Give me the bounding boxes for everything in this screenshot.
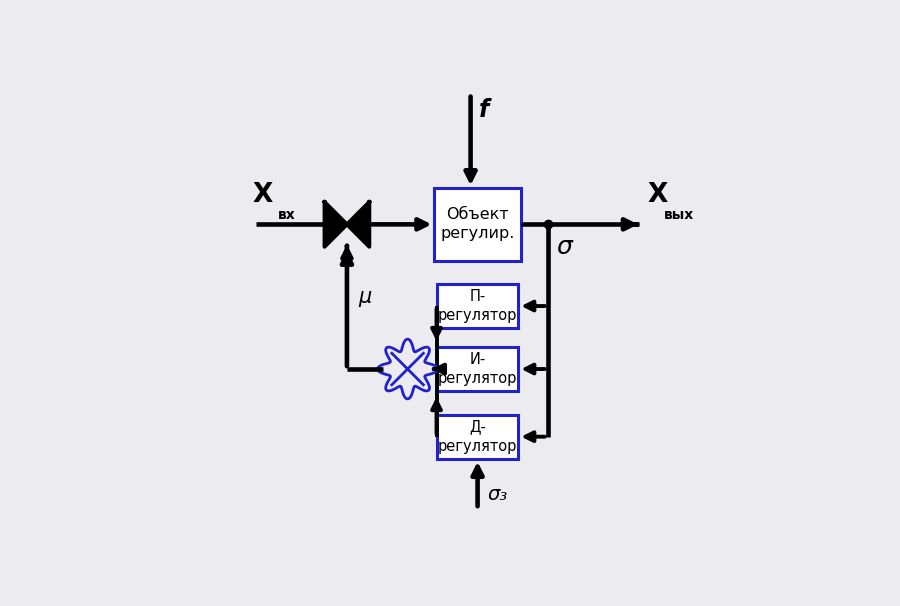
Text: П-
регулятор: П- регулятор — [438, 289, 518, 323]
Text: Д-
регулятор: Д- регулятор — [438, 419, 518, 454]
Text: σ₃: σ₃ — [488, 485, 508, 504]
Text: f: f — [479, 98, 490, 122]
Text: вх: вх — [278, 208, 295, 222]
FancyBboxPatch shape — [436, 347, 518, 391]
Text: μ: μ — [358, 287, 372, 307]
Text: σ: σ — [556, 235, 572, 259]
Text: вых: вых — [664, 208, 695, 222]
FancyBboxPatch shape — [435, 188, 521, 261]
Text: X: X — [253, 182, 273, 208]
FancyBboxPatch shape — [436, 415, 518, 459]
Text: X: X — [648, 182, 669, 208]
Text: И-
регулятор: И- регулятор — [438, 352, 518, 386]
Polygon shape — [346, 202, 369, 247]
FancyBboxPatch shape — [436, 284, 518, 328]
Text: Объект
регулир.: Объект регулир. — [440, 207, 515, 241]
Polygon shape — [325, 202, 346, 247]
